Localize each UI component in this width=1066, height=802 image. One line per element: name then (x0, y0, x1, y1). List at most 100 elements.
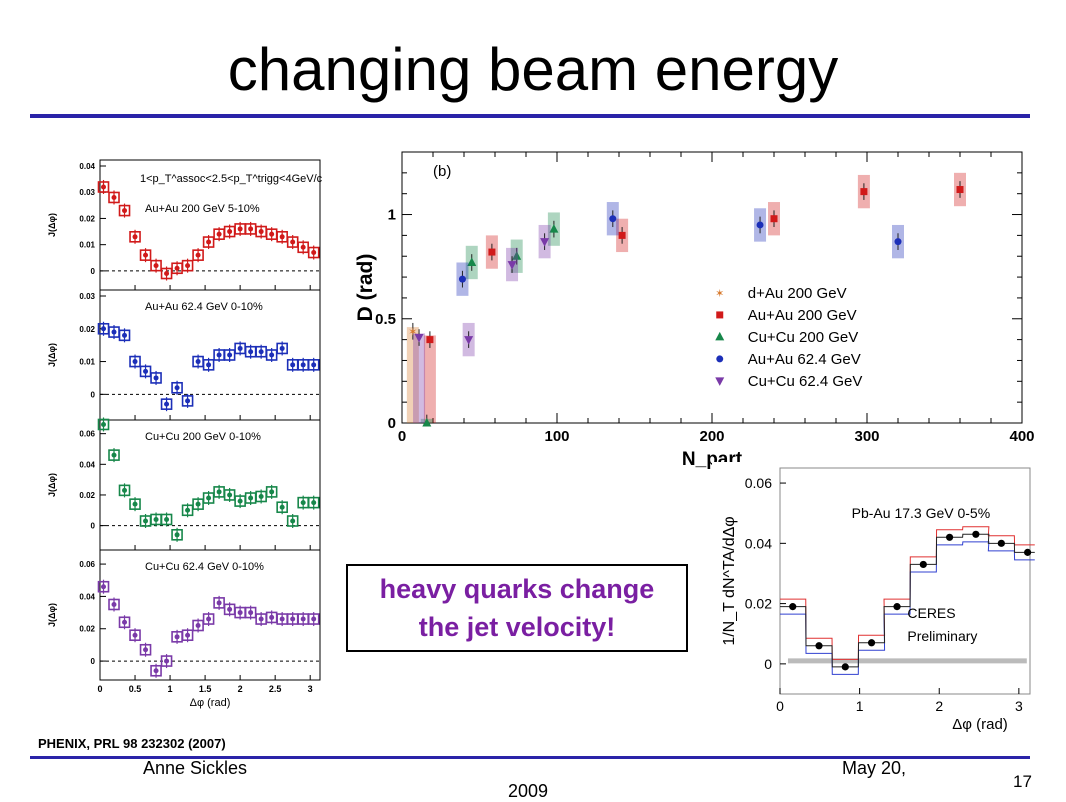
y-tick-label: 1 (388, 207, 396, 224)
data-point (111, 194, 117, 200)
data-point (258, 349, 264, 355)
y-tick-label: 0.04 (79, 460, 95, 469)
data-point (111, 329, 117, 335)
y-axis-label: J(Δφ) (47, 473, 57, 497)
data-point (195, 501, 201, 507)
data-point (122, 619, 128, 625)
x-tick-label: 0 (97, 684, 102, 694)
data-point (789, 603, 797, 611)
data-point (860, 188, 868, 196)
data-point (143, 647, 149, 653)
y-tick-label: 0.03 (79, 292, 95, 301)
callout-line2: the jet velocity! (418, 612, 616, 642)
data-point (290, 518, 296, 524)
y-tick-label: 0.02 (745, 596, 772, 612)
data-point (174, 532, 180, 538)
y-tick-label: 0 (764, 656, 772, 672)
data-point (216, 489, 222, 495)
legend-label: Cu+Cu 200 GeV (748, 329, 859, 346)
data-point (248, 495, 254, 501)
data-point (143, 518, 149, 524)
data-point (237, 610, 243, 616)
data-point (132, 632, 138, 638)
y-tick-label: 0.02 (79, 625, 95, 634)
data-point (815, 642, 823, 650)
header-label: 1<p_T^assoc<2.5<p_T^trigg<4GeV/c (140, 173, 323, 185)
y-tick-label: 0.02 (79, 214, 95, 223)
y-tick-label: 0 (388, 415, 396, 432)
data-point (426, 336, 434, 344)
data-point (279, 345, 285, 351)
data-point (132, 234, 138, 240)
data-point (300, 500, 306, 506)
inset-note-line2: Preliminary (907, 628, 977, 644)
legend-label: Au+Au 62.4 GeV (748, 351, 861, 368)
ceres-inset-chart: 0 0.02 0.04 0.06 0 1 2 3 Δφ (rad) 1/N_T dN^TA/dΔφ… (712, 462, 1042, 734)
data-point (467, 257, 477, 266)
x-tick-label: 100 (544, 428, 569, 445)
systematic-band (423, 335, 436, 423)
data-point (132, 359, 138, 365)
data-point (227, 606, 233, 612)
data-point (185, 632, 191, 638)
page-title: changing beam energy (227, 36, 839, 103)
y-tick-label: 0.06 (79, 560, 95, 569)
y-tick-label: 0.02 (79, 325, 95, 334)
data-point (195, 252, 201, 258)
x-tick-label: 2 (935, 698, 943, 714)
data-point (174, 385, 180, 391)
legend-label: Cu+Cu 62.4 GeV (748, 373, 863, 390)
data-point (237, 226, 243, 232)
data-point (414, 334, 424, 343)
y-tick-label: 0.06 (79, 430, 95, 439)
data-point (488, 248, 496, 256)
data-point (227, 229, 233, 235)
subplot-label: Cu+Cu 62.4 GeV 0-10% (145, 561, 264, 573)
y-tick-label: 0.06 (745, 475, 772, 491)
data-point (269, 614, 275, 620)
data-point (206, 362, 212, 368)
data-point (300, 616, 306, 622)
plot-frame (401, 151, 1023, 424)
data-point (770, 215, 778, 223)
data-point (841, 663, 849, 671)
data-point (248, 349, 254, 355)
data-point (174, 265, 180, 271)
data-point (512, 251, 522, 260)
systematic-band (413, 333, 426, 423)
x-tick-label: 300 (854, 428, 879, 445)
data-point (164, 658, 170, 664)
left-stack-chart: 0 0.01 0.02 0.03 0.04 J(Δφ) Au+Au 200 GeV 5-10… (47, 159, 323, 709)
y-axis-label: J(Δφ) (47, 213, 57, 237)
data-point (132, 501, 138, 507)
y-tick-label: 0 (91, 657, 96, 666)
data-point (290, 239, 296, 245)
step-histogram (780, 533, 1035, 668)
data-point (143, 252, 149, 258)
footer-date-line1: May 20, (842, 758, 907, 778)
data-point (227, 352, 233, 358)
data-point (1024, 548, 1032, 556)
data-point (122, 332, 128, 338)
data-point (101, 421, 107, 427)
data-point (227, 492, 233, 498)
data-point (111, 601, 117, 607)
plot-frame (779, 467, 1031, 695)
x-tick-label: 2.5 (269, 684, 282, 694)
data-point (507, 261, 517, 270)
x-tick-label: 200 (699, 428, 724, 445)
data-point (185, 507, 191, 513)
data-point (101, 326, 107, 332)
x-tick-label: 400 (1009, 428, 1034, 445)
x-tick-label: 0.5 (129, 684, 142, 694)
legend-marker (715, 331, 725, 341)
data-point (185, 263, 191, 269)
x-tick-label: 0 (776, 698, 784, 714)
y-tick-label: 0.01 (79, 358, 95, 367)
callout-line1: heavy quarks change (379, 574, 655, 604)
data-point (122, 487, 128, 493)
data-point (248, 226, 254, 232)
subplot-frame (99, 159, 321, 291)
